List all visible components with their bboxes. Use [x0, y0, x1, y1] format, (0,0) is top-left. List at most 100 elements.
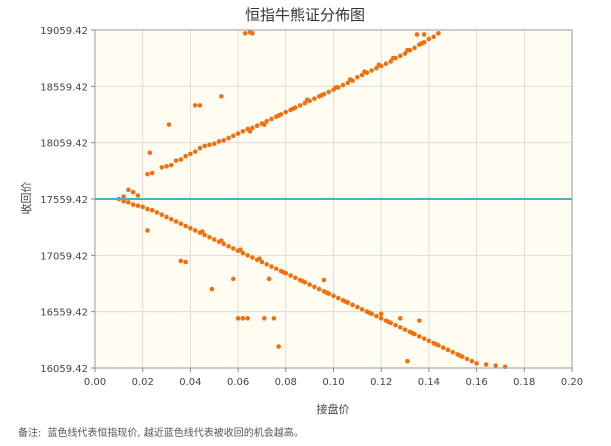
data-point	[178, 157, 184, 162]
data-point	[226, 243, 231, 249]
data-point	[126, 200, 131, 205]
data-point	[283, 109, 289, 115]
data-point	[216, 139, 222, 144]
data-point	[345, 80, 351, 86]
data-point	[436, 31, 441, 36]
data-point	[271, 316, 277, 321]
data-point	[457, 353, 463, 358]
data-point	[390, 55, 396, 61]
data-point	[226, 135, 231, 141]
data-point	[188, 225, 193, 231]
data-point	[202, 232, 208, 238]
data-point	[240, 129, 246, 134]
data-point	[211, 141, 217, 147]
data-point	[359, 307, 365, 312]
data-point	[378, 316, 384, 321]
data-point	[197, 145, 203, 151]
data-point	[397, 53, 403, 59]
data-point	[359, 72, 365, 78]
data-point	[173, 219, 179, 224]
data-point	[121, 198, 126, 204]
data-point	[335, 295, 341, 301]
data-point	[135, 193, 141, 198]
data-point	[331, 293, 336, 299]
data-point	[145, 228, 150, 233]
data-point	[169, 216, 174, 222]
data-point	[245, 252, 250, 258]
data-point	[312, 96, 317, 101]
data-point	[440, 345, 446, 350]
y-axis-label: 收回价	[19, 182, 33, 215]
x-tick-label: 0.20	[561, 377, 583, 388]
data-point	[257, 256, 262, 261]
data-point	[145, 171, 150, 177]
data-point	[266, 276, 272, 282]
data-point	[464, 356, 470, 362]
data-point	[324, 290, 329, 295]
data-point	[388, 59, 394, 64]
data-point	[307, 282, 312, 287]
data-point	[383, 61, 389, 67]
data-point	[483, 362, 489, 367]
data-point	[397, 325, 403, 330]
x-tick-label: 0.06	[227, 377, 249, 388]
data-point	[130, 202, 136, 207]
data-point	[247, 129, 253, 134]
data-point	[207, 142, 212, 148]
data-point	[235, 131, 241, 136]
y-tick-label: 19059.42	[40, 26, 88, 37]
data-point	[240, 316, 246, 321]
data-point	[316, 286, 322, 292]
data-point	[402, 327, 408, 332]
data-point	[173, 158, 179, 163]
data-point	[340, 82, 346, 88]
data-point	[183, 153, 188, 159]
x-axis-label: 接盘价	[317, 402, 350, 416]
data-point	[269, 264, 274, 269]
data-point	[290, 106, 296, 112]
data-point	[209, 286, 215, 292]
data-point	[202, 143, 208, 149]
data-point	[183, 223, 188, 229]
data-point	[433, 341, 439, 347]
data-point	[405, 47, 410, 53]
footnote-label: 备注:	[18, 428, 42, 439]
data-points	[116, 29, 508, 370]
data-point	[393, 322, 398, 328]
x-tick-label: 0.00	[84, 377, 106, 388]
data-point	[192, 149, 198, 154]
data-point	[376, 62, 382, 68]
data-point	[262, 122, 267, 127]
data-point	[288, 273, 293, 278]
data-point	[362, 69, 367, 74]
data-point	[321, 277, 327, 283]
x-tick-label: 0.10	[322, 377, 344, 388]
data-point	[312, 284, 317, 290]
data-point	[231, 133, 236, 139]
data-point	[366, 310, 372, 316]
data-point	[240, 250, 246, 256]
data-point	[304, 97, 310, 103]
data-point	[242, 31, 248, 36]
data-point	[254, 123, 260, 129]
data-point	[159, 212, 165, 218]
data-point	[302, 100, 308, 106]
data-point	[469, 358, 475, 364]
x-axis-ticks: 0.00 0.02 0.04 0.06 0.08 0.10 0.12 0.14 0.16 0.18…	[84, 368, 583, 388]
y-tick-label: 18559.42	[40, 82, 88, 93]
data-point	[235, 316, 241, 321]
data-point	[264, 261, 270, 267]
data-point	[221, 241, 227, 247]
data-point	[231, 246, 236, 251]
x-tick-label: 0.08	[275, 377, 297, 388]
data-point	[211, 237, 217, 242]
y-tick-label: 18059.42	[40, 139, 88, 150]
data-point	[409, 330, 415, 336]
data-point	[281, 269, 286, 275]
data-point	[319, 92, 324, 98]
data-point	[140, 204, 145, 210]
data-point	[147, 150, 153, 156]
y-tick-label: 16559.42	[40, 308, 88, 319]
data-point	[369, 68, 374, 73]
data-point	[378, 311, 384, 317]
